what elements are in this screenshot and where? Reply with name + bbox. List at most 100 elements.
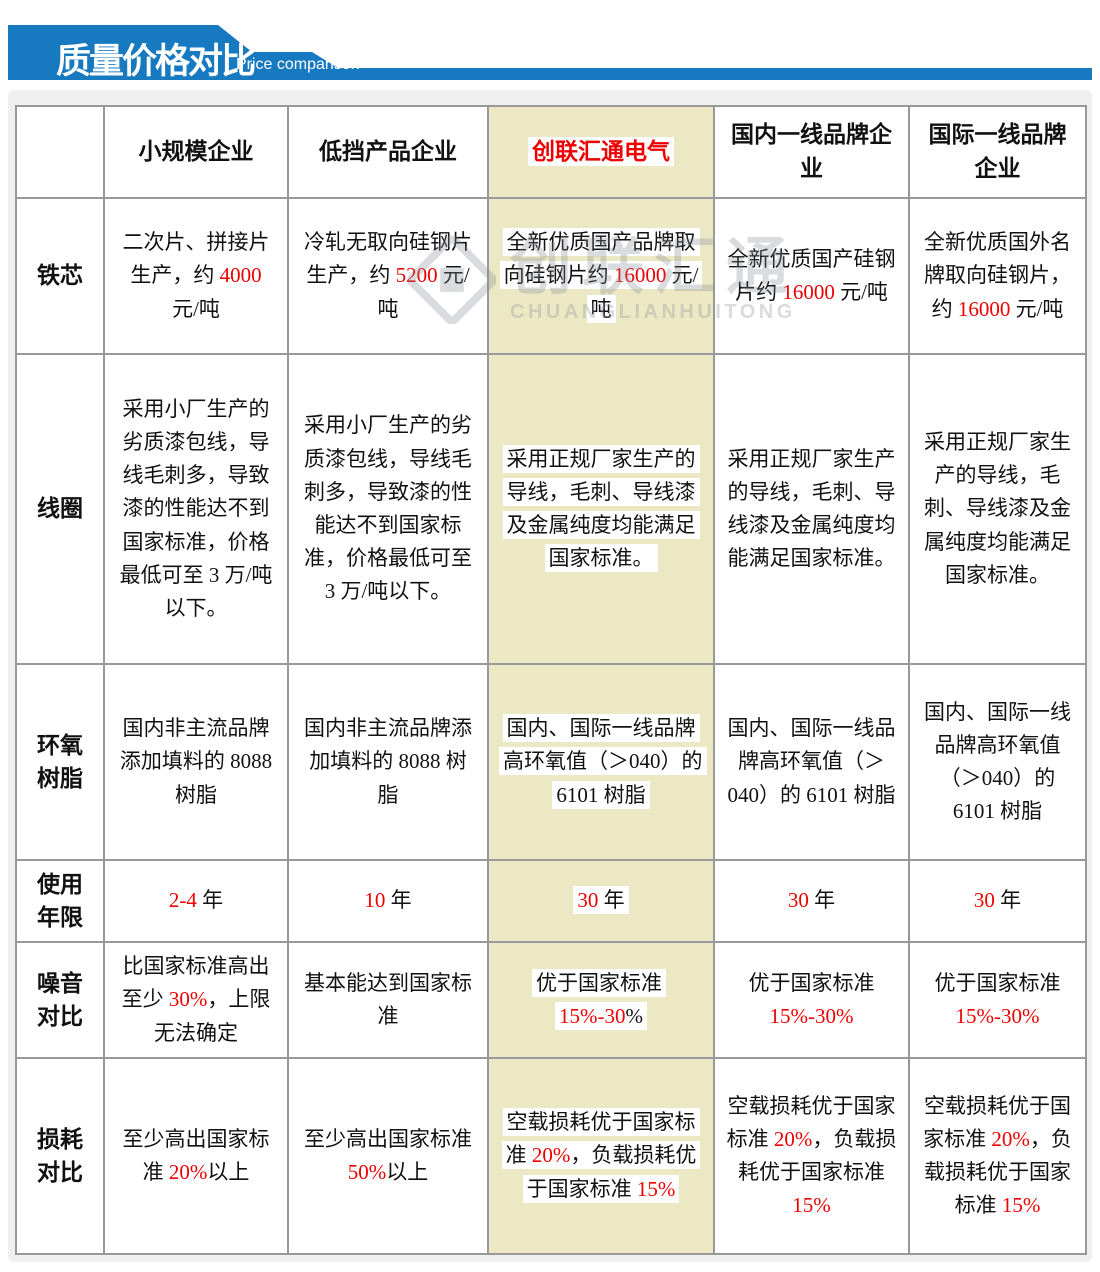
cell-text: 元/吨 [1010,296,1064,321]
table-body: 铁芯 二次片、拼接片生产，约 4000 元/吨 冷轧无取向硅钢片生产，约 5200 … [15,197,1087,1255]
cell-text: 采用小厂生产的劣质漆包线，导线毛刺多，导致漆的性能达不到国家标准，价格最低可至 … [119,396,273,620]
table-cell: 全新优质国产品牌取向硅钢片约 16000 元/吨 [487,197,715,355]
header-cell-chuanglian: 创联汇通电气 [487,105,715,199]
cell-text: 采用小厂生产的劣质漆包线，导线毛刺多，导致漆的性能达不到国家标准，价格最低可至 … [304,413,472,604]
row-label: 铁芯 [15,197,105,355]
cell-text: 国内非主流品牌添加填料的 8088 树脂 [304,716,472,807]
table-row: 环氧树脂 国内非主流品牌添加填料的 8088 树脂 国内非主流品牌添加填料的 808… [15,663,1087,861]
cell-text: ，负载损耗优于国家标准 [526,1143,697,1201]
table-cell: 30 年 [713,859,910,943]
emphasis-value: 15%-30% [769,1004,854,1028]
page-header: 质量价格对比 Price comparison [0,0,1100,90]
cell-text: 元/吨 [590,263,699,321]
header-cell-international-tier1: 国际一线品牌企业 [908,105,1087,199]
highlighted-text: 30 年 [573,886,629,915]
emphasis-value: 15%-30% [955,1004,1040,1028]
table-cell: 30 年 [487,859,715,943]
comparison-table: 小规模企业 低挡产品企业 创联汇通电气 国内一线品牌企业 国际一线品牌企业 铁芯… [15,105,1087,1255]
table-cell: 30 年 [908,859,1087,943]
emphasis-value: 16000 [782,280,835,304]
emphasis-value: 2-4 [168,888,197,913]
table-cell: 10 年 [287,859,489,943]
banner-ribbon [8,25,1092,80]
table-cell: 优于国家标准 15%-30% [713,941,910,1059]
cell-text: 以上 [207,1160,250,1184]
cell-text: 比国家标准高出至少 [121,954,270,1012]
highlighted-text: 国内、国际一线品牌高环氧值（＞040）的 6101 树脂 [499,714,707,809]
cell-text: 二次片、拼接片生产，约 [122,230,270,288]
highlighted-text: 全新优质国产品牌取向硅钢片约 16000 元/吨 [499,228,703,323]
cell-text: 全新优质国产硅钢片约 [727,246,896,304]
cell-text: 国内、国际一线品牌高环氧值（＞040）的 6101 树脂 [503,716,703,807]
cell-text: 年 [196,888,224,913]
emphasis-value: 30 [973,888,995,913]
cell-text: 至少高出国家标准 [122,1126,270,1184]
header-cell-small-enterprise: 小规模企业 [103,105,289,199]
cell-text: 年 [385,888,412,913]
row-label: 使用年限 [15,859,105,943]
table-cell: 采用正规厂家生产的导线，毛刺、导线漆及金属纯度均能满足国家标准。 [487,353,715,665]
cell-text: ，负载损耗优于国家标准 [924,1126,1072,1218]
row-label: 环氧树脂 [15,663,105,861]
table-cell: 二次片、拼接片生产，约 4000 元/吨 [103,197,289,355]
table-cell: 采用小厂生产的劣质漆包线，导线毛刺多，导致漆的性能达不到国家标准，价格最低可至 … [103,353,289,665]
emphasis-value: 15% [636,1176,676,1201]
table-row: 线圈 采用小厂生产的劣质漆包线，导线毛刺多，导致漆的性能达不到国家标准，价格最低可… [15,353,1087,665]
row-label: 噪音对比 [15,941,105,1059]
emphasis-value: 16000 [613,263,667,288]
emphasis-value: 20% [531,1143,571,1168]
row-label: 线圈 [15,353,105,665]
cell-text: 优于国家标准 [934,970,1061,995]
table-row: 铁芯 二次片、拼接片生产，约 4000 元/吨 冷轧无取向硅钢片生产，约 5200 … [15,197,1087,355]
cell-text: 年 [808,888,836,913]
table-cell: 国内非主流品牌添加填料的 8088 树脂 [287,663,489,861]
highlighted-text: 采用正规厂家生产的导线，毛刺、导线漆及金属纯度均能满足国家标准。 [502,444,700,573]
table-cell: 国内、国际一线品牌高环氧值（＞040）的 6101 树脂 [713,663,910,861]
cell-text: 采用正规厂家生产的导线，毛刺、导线漆及金属纯度均能满足国家标准。 [924,430,1071,587]
table-cell: 比国家标准高出至少 30%，上限无法确定 [103,941,289,1059]
cell-text: 元/吨 [172,296,220,321]
emphasis-value: 16000 [957,296,1011,321]
header-cell-domestic-tier1: 国内一线品牌企业 [713,105,910,199]
highlighted-text: 优于国家标准 15%-30% [532,968,666,1030]
cell-text: 空载损耗优于国家标准 [505,1110,696,1168]
table-cell: 国内非主流品牌添加填料的 8088 树脂 [103,663,289,861]
cell-text: 冷轧无取向硅钢片生产，约 [304,230,472,288]
table-cell: 全新优质国外名牌取向硅钢片，约 16000 元/吨 [908,197,1087,355]
cell-text: 全新优质国外名牌取向硅钢片，约 [924,230,1071,321]
table-cell: 采用小厂生产的劣质漆包线，导线毛刺多，导致漆的性能达不到国家标准，价格最低可至 … [287,353,489,665]
emphasis-value: 50% [347,1160,387,1184]
table-cell: 空载损耗优于国家标准 20%，负载损耗优于国家标准 15% [713,1057,910,1255]
emphasis-value: 30% [168,987,208,1012]
cell-text: 优于国家标准 [536,970,662,995]
header-row: 小规模企业 低挡产品企业 创联汇通电气 国内一线品牌企业 国际一线品牌企业 [15,105,1087,199]
emphasis-value: 20% [773,1126,813,1151]
emphasis-value: 10 [364,888,386,913]
table-row: 损耗对比 至少高出国家标准 20%以上 至少高出国家标准 50%以上 空载损耗优于国家… [15,1057,1087,1255]
header-cell-empty [15,105,105,199]
table-cell: 2-4 年 [103,859,289,943]
row-label: 损耗对比 [15,1057,105,1255]
cell-text: 空载损耗优于国家标准 [923,1093,1071,1151]
cell-text: ，负载损耗优于国家标准 [738,1126,897,1184]
table-cell: 采用正规厂家生产的导线，毛刺、导线漆及金属纯度均能满足国家标准。 [908,353,1087,665]
table-cell: 至少高出国家标准 50%以上 [287,1057,489,1255]
cell-text: % [625,1004,644,1028]
table-row: 使用年限 2-4 年 10 年 30 年 30 年 30 年 [15,859,1087,943]
cell-text: 全新优质国产品牌取向硅钢片约 [503,230,696,288]
emphasis-value: 4000 [219,263,262,288]
emphasis-value: 15% [792,1193,831,1218]
highlighted-text: 空载损耗优于国家标准 20%，负载损耗优于国家标准 15% [501,1108,701,1203]
page-subtitle: Price comparison [236,56,360,73]
cell-text: 优于国家标准 [748,970,875,995]
table-cell: 国内、国际一线品牌高环氧值（＞040）的 6101 树脂 [487,663,715,861]
cell-text: 至少高出国家标准 [304,1126,472,1151]
cell-text: 元/吨 [834,280,888,304]
emphasis-value: 30 [787,888,809,913]
cell-text: 元/吨 [377,263,470,321]
cell-text: 年 [598,888,625,913]
table-cell: 至少高出国家标准 20%以上 [103,1057,289,1255]
page-title: 质量价格对比 [56,42,256,81]
cell-text: ，上限无法确定 [154,987,271,1045]
table-cell: 优于国家标准 15%-30% [487,941,715,1059]
